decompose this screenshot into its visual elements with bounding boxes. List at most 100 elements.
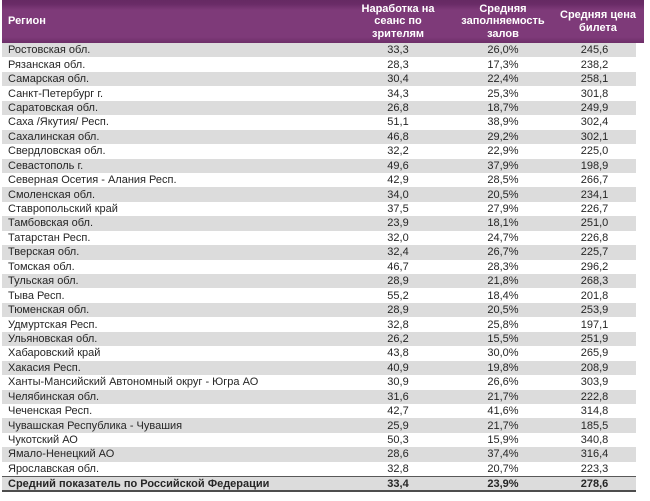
occupancy-cell: 20,7% [487,462,519,475]
occupancy-cell: 26,7% [487,246,519,259]
sessions-cell: 42,9 [387,174,409,187]
price-cell: 302,4 [580,116,609,129]
price-cell: 251,0 [580,217,609,230]
occupancy-cell: 41,6% [487,405,519,418]
occupancy-cell: 28,3% [487,260,519,273]
table-row: Саратовская обл. 26,8 18,7% 249,9 [2,100,636,116]
table-row: Тверская обл. 32,4 26,7% 225,7 [2,245,636,260]
sessions-cell: 30,9 [387,376,409,389]
region-cell: Ставропольский край [8,203,118,216]
price-cell: 222,8 [580,390,609,403]
table-row: Удмуртская Респ. 32,8 25,8% 197,1 [2,317,636,332]
occupancy-cell: 37,9% [487,159,519,172]
occupancy-cell: 30,0% [487,347,519,360]
table-row: Тыва Респ. 55,2 18,4% 201,8 [2,288,636,303]
price-cell: 234,1 [580,188,609,201]
summary-price-cell: 278,6 [580,477,609,490]
region-cell: Тамбовская обл. [8,217,94,230]
occupancy-cell: 17,3% [487,58,519,71]
price-cell: 226,7 [580,203,609,216]
sessions-cell: 46,7 [387,260,409,273]
sessions-cell: 28,9 [387,275,409,288]
price-cell: 296,2 [580,260,609,273]
sessions-cell: 23,9 [387,217,409,230]
region-cell: Ямало-Ненецкий АО [8,448,115,461]
summary-label: Средний показатель по Российской Федерац… [8,477,270,490]
table-row: Санкт-Петербург г. 34,3 25,3% 301,8 [2,86,636,101]
sessions-cell: 28,3 [387,58,409,71]
price-cell: 197,1 [580,318,609,331]
price-cell: 185,5 [580,419,609,432]
table-row: Ростовская обл. 33,3 26,0% 245,6 [2,43,636,58]
table-row: Тамбовская обл. 23,9 18,1% 251,0 [2,216,636,231]
table-row: Смоленская обл. 34,0 20,5% 234,1 [2,187,636,202]
table-row: Томская обл. 46,7 28,3% 296,2 [2,259,636,274]
occupancy-cell: 19,8% [487,361,519,374]
table-row: Ставропольский край 37,5 27,9% 226,7 [2,201,636,217]
region-cell: Тюменская обл. [8,304,90,317]
occupancy-cell: 21,7% [487,390,519,403]
region-cell: Самарская обл. [8,73,90,86]
region-cell: Чувашская Республика - Чувашия [8,419,183,432]
region-cell: Хакасия Респ. [8,361,81,374]
occupancy-cell: 25,8% [487,318,519,331]
price-cell: 238,2 [580,58,609,71]
region-cell: Рязанская обл. [8,58,86,71]
table-row: Татарстан Респ. 32,0 24,7% 226,8 [2,230,636,246]
occupancy-cell: 25,3% [487,87,519,100]
sessions-cell: 43,8 [387,347,409,360]
sessions-cell: 49,6 [387,159,409,172]
region-cell: Смоленская обл. [8,188,96,201]
price-cell: 266,7 [580,174,609,187]
price-cell: 225,0 [580,145,609,158]
summary-sessions-cell: 33,4 [387,477,409,490]
region-cell: Челябинская обл. [8,390,100,403]
price-cell: 223,3 [580,462,609,475]
sessions-cell: 32,2 [387,145,409,158]
table-row: Чеченская Респ. 42,7 41,6% 314,8 [2,403,636,419]
occupancy-cell: 22,4% [487,73,519,86]
summary-row: Средний показатель по Российской Федерац… [2,476,636,493]
region-cell: Тульская обл. [8,275,79,288]
sessions-cell: 26,8 [387,101,409,114]
region-cell: Северная Осетия - Алания Респ. [8,174,177,187]
table-row: Чукотский АО 50,3 15,9% 340,8 [2,432,636,448]
region-cell: Ульяновская обл. [8,332,98,345]
occupancy-cell: 18,1% [487,217,519,230]
region-cell: Чеченская Респ. [8,405,93,418]
occupancy-cell: 26,0% [487,44,519,57]
price-cell: 268,3 [580,275,609,288]
sessions-cell: 28,6 [387,448,409,461]
table-row: Тульская обл. 28,9 21,8% 268,3 [2,274,636,289]
region-cell: Свердловская обл. [8,145,106,158]
occupancy-cell: 18,7% [487,101,519,114]
price-cell: 302,1 [580,130,609,143]
column-header-region: Регион [8,15,46,28]
summary-occupancy-cell: 23,9% [487,477,519,490]
region-cell: Санкт-Петербург г. [8,87,104,100]
occupancy-cell: 21,8% [487,275,519,288]
price-cell: 226,8 [580,231,609,244]
occupancy-cell: 28,5% [487,174,519,187]
region-cell: Томская обл. [8,260,75,273]
sessions-cell: 51,1 [387,116,409,129]
sessions-cell: 32,8 [387,318,409,331]
occupancy-cell: 22,9% [487,145,519,158]
table-row: Ханты-Мансийский Автономный округ - Югра… [2,375,636,390]
region-cell: Тверская обл. [8,246,80,259]
price-cell: 340,8 [580,434,609,447]
table-row: Саха /Якутия/ Респ. 51,1 38,9% 302,4 [2,115,636,130]
table-row: Севастополь г. 49,6 37,9% 198,9 [2,158,636,173]
price-cell: 208,9 [580,361,609,374]
sessions-cell: 33,3 [387,44,409,57]
region-cell: Ханты-Мансийский Автономный округ - Югра… [8,376,259,389]
column-header-average-occupancy: Средняя заполняемость залов [461,2,545,40]
table-row: Ярославская обл. 32,8 20,7% 223,3 [2,461,636,477]
price-cell: 245,6 [580,44,609,57]
region-cell: Тыва Респ. [8,289,65,302]
price-cell: 198,9 [580,159,609,172]
sessions-cell: 37,5 [387,203,409,216]
sessions-cell: 46,8 [387,130,409,143]
price-cell: 314,8 [580,405,609,418]
